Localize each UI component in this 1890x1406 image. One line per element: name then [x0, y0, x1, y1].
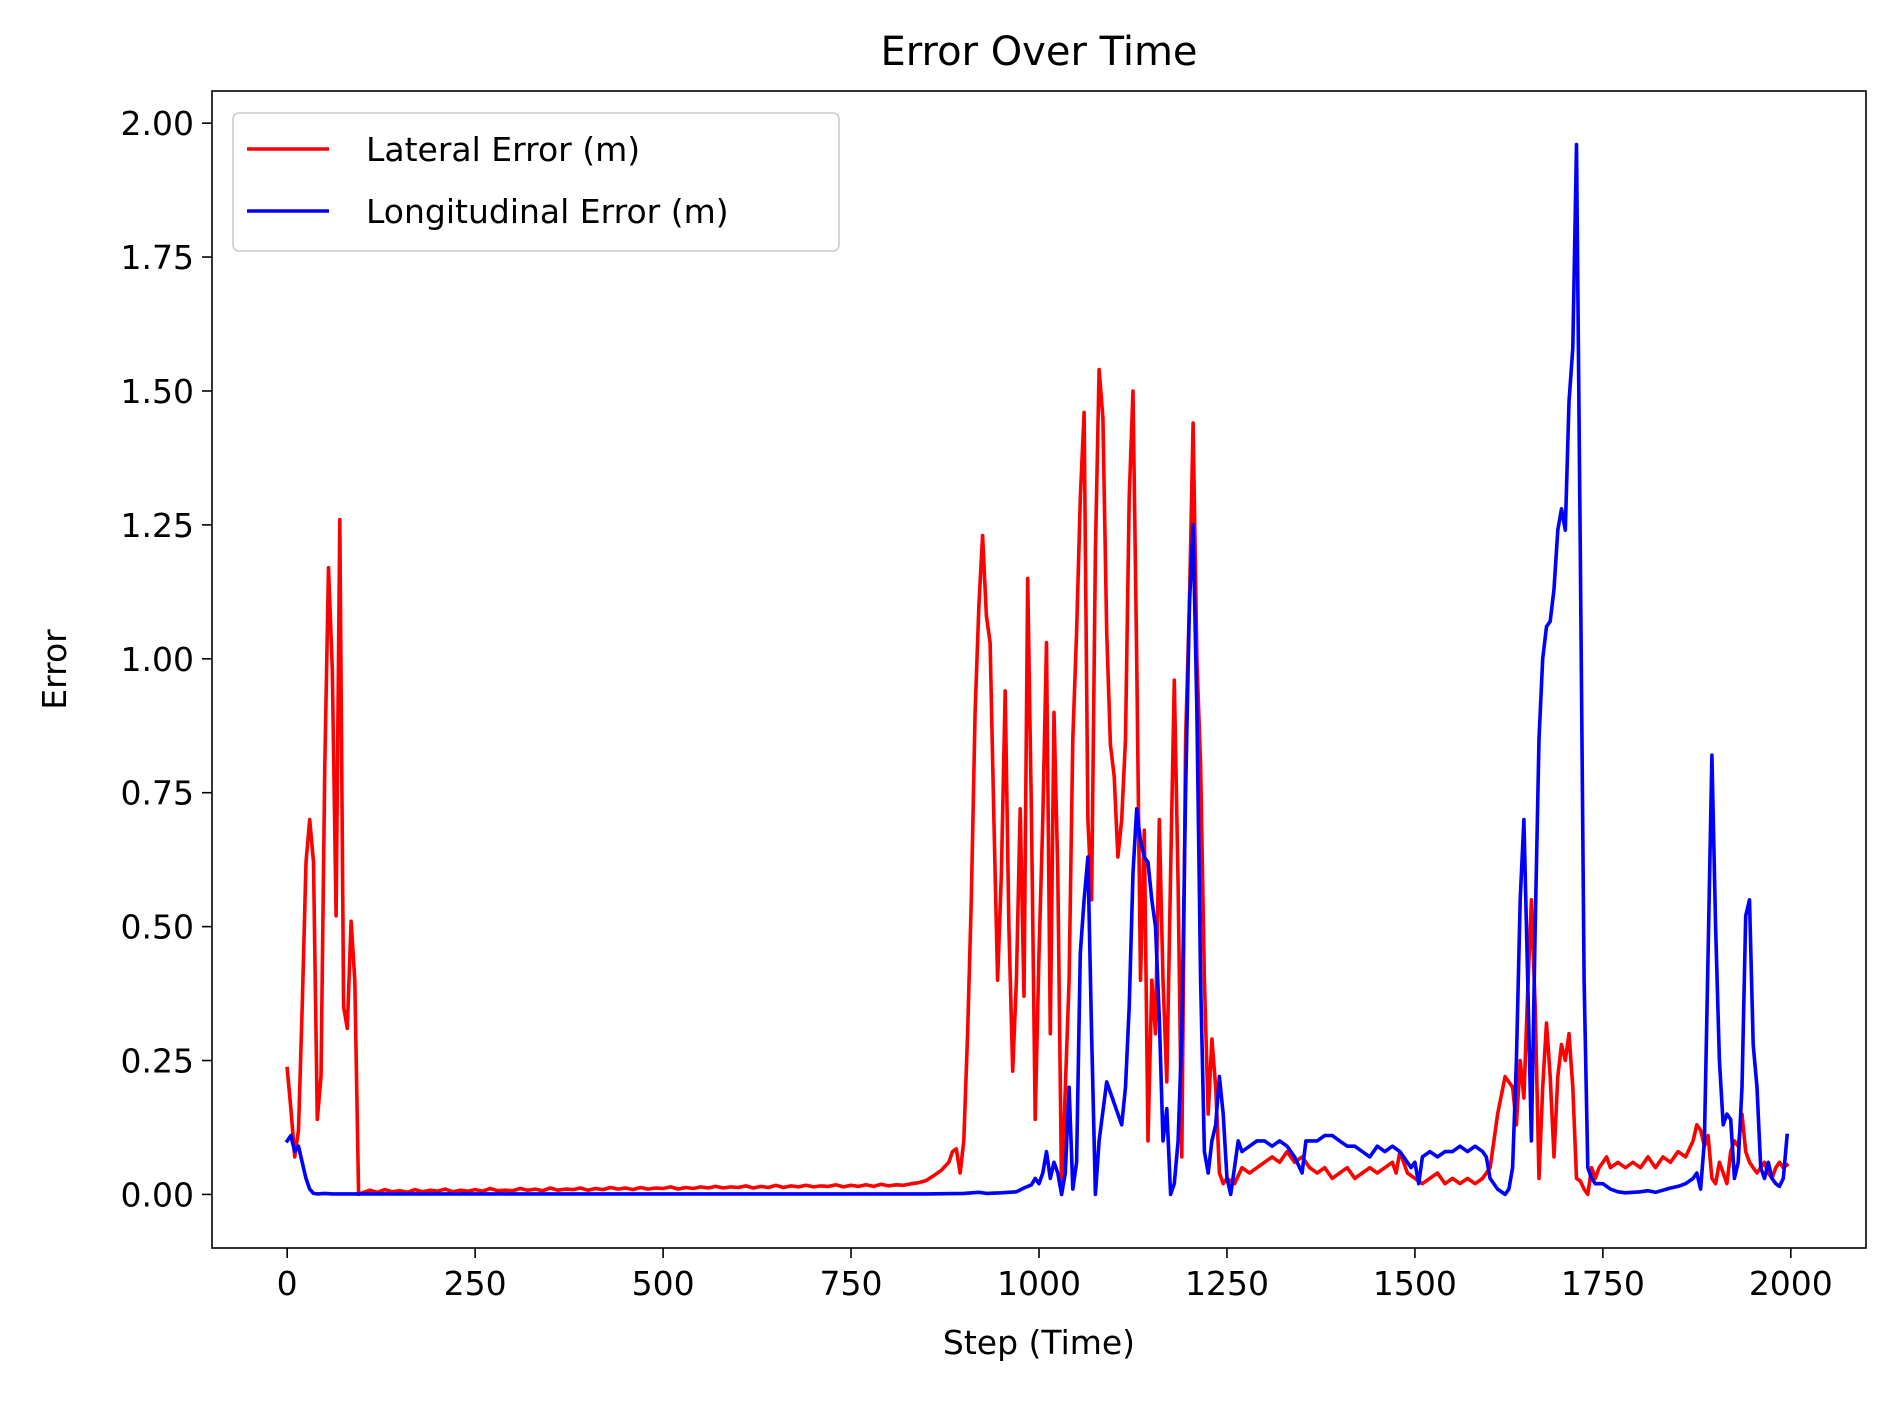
y-tick-label: 0.25: [121, 1042, 194, 1081]
x-tick-label: 2000: [1749, 1264, 1833, 1303]
x-tick-label: 750: [820, 1264, 883, 1303]
y-axis-label: Error: [35, 629, 74, 710]
y-tick-label: 2.00: [121, 104, 194, 143]
x-tick-label: 1250: [1185, 1264, 1269, 1303]
series-line-lateral-error: [285, 367, 1790, 1197]
legend-label-longitudinal-error: Longitudinal Error (m): [366, 192, 729, 231]
legend-box: [232, 112, 840, 252]
y-tick-label: 1.75: [121, 238, 194, 277]
x-tick-label: 0: [277, 1264, 298, 1303]
y-tick-label: 1.25: [121, 506, 194, 545]
y-tick-label: 1.50: [121, 372, 194, 411]
y-tick-label: 1.00: [121, 640, 194, 679]
series-line-longitudinal-error: [284, 142, 1790, 1197]
x-tick-label: 500: [632, 1264, 695, 1303]
x-axis: 0 250 500 750 1000 1250 1500 1750 2000: [277, 1248, 1833, 1303]
y-tick-label: 0.00: [121, 1175, 194, 1214]
x-axis-label: Step (Time): [943, 1323, 1135, 1362]
y-axis: 0.00 0.25 0.50 0.75 1.00 1.25 1.50 1.75 2.00: [121, 104, 212, 1214]
x-tick-label: 250: [444, 1264, 507, 1303]
x-tick-label: 1750: [1561, 1264, 1645, 1303]
legend: Lateral Error (m) Longitudinal Error (m): [232, 112, 840, 252]
x-tick-label: 1000: [997, 1264, 1081, 1303]
x-tick-label: 1500: [1373, 1264, 1457, 1303]
legend-label-lateral-error: Lateral Error (m): [366, 130, 640, 169]
chart-title: Error Over Time: [880, 29, 1197, 75]
y-tick-label: 0.50: [121, 908, 194, 947]
y-tick-label: 0.75: [121, 774, 194, 813]
